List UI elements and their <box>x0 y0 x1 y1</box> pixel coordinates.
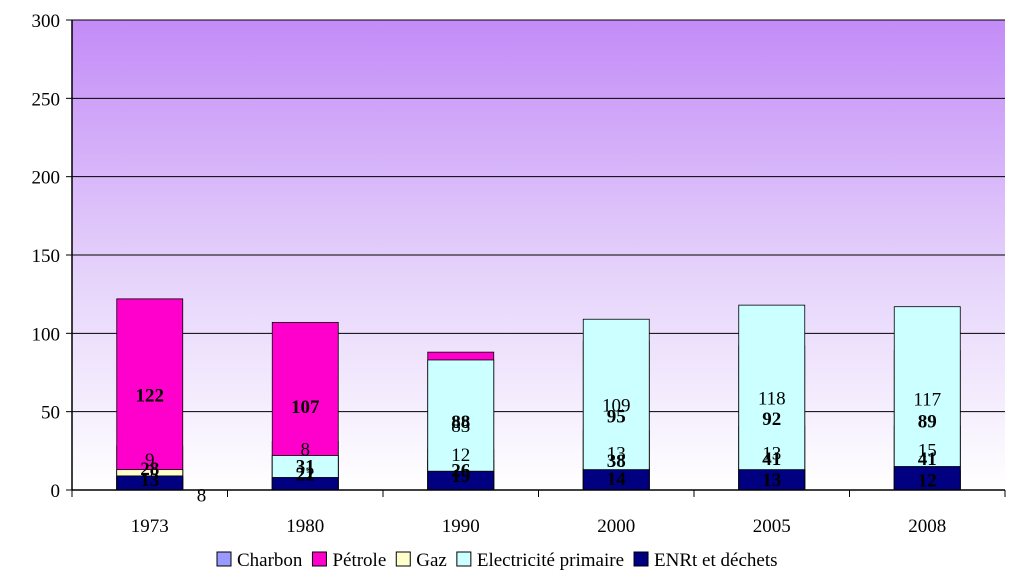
gridlines <box>72 19 1005 413</box>
data-label: 118 <box>758 389 786 410</box>
y-tick-label: 200 <box>32 168 61 189</box>
data-label: 31 <box>296 457 315 478</box>
legend-label: Gaz <box>416 550 447 571</box>
data-label: 107 <box>291 397 320 418</box>
bar-segment <box>427 359 495 491</box>
legend-swatch <box>216 551 232 567</box>
data-label: 12 <box>918 471 937 492</box>
data-label: 9 <box>145 450 155 471</box>
data-label: 26 <box>451 461 470 482</box>
bars <box>116 298 961 491</box>
legend-swatch <box>395 551 411 567</box>
data-label: 89 <box>918 411 937 432</box>
bar-segment <box>893 306 961 491</box>
bar-segment <box>582 318 650 491</box>
legend: Charbon Pétrole Gaz Electricité primaire ENR… <box>216 550 778 571</box>
data-label: 28 <box>140 459 159 480</box>
data-label: 41 <box>762 449 781 470</box>
data-label: 13 <box>762 444 781 465</box>
data-label: 21 <box>296 465 315 486</box>
legend-swatch <box>456 551 472 567</box>
data-label: 41 <box>918 449 937 470</box>
data-label: 14 <box>607 469 627 490</box>
data-label: 109 <box>602 396 631 417</box>
data-label: 12 <box>451 445 470 466</box>
y-tick-label: 250 <box>32 89 61 110</box>
y-tick-label: 50 <box>41 403 60 424</box>
x-tick-label: 1973 <box>131 516 169 537</box>
data-label: 8 <box>301 439 311 460</box>
data-label: 117 <box>913 389 941 410</box>
data-label: 83 <box>451 416 470 437</box>
y-tick-label: 0 <box>51 481 61 502</box>
data-label: 38 <box>607 451 626 472</box>
legend-label: Electricité primaire <box>477 550 624 571</box>
data-label: 22 <box>296 464 315 485</box>
y-tick-label: 150 <box>32 246 61 267</box>
y-tick-label: 300 <box>32 11 61 32</box>
x-tick-label: 1990 <box>442 516 480 537</box>
x-tick-label: 2005 <box>753 516 791 537</box>
legend-label: Charbon <box>237 550 303 571</box>
legend-label: ENRt et déchets <box>654 550 777 571</box>
data-label: 19 <box>451 466 470 487</box>
data-label: 8 <box>197 486 207 507</box>
data-label: 92 <box>762 409 781 430</box>
x-tick-label: 2000 <box>597 516 635 537</box>
data-label: 88 <box>451 412 470 433</box>
legend-swatch <box>633 551 649 567</box>
x-tick-label: 2008 <box>908 516 946 537</box>
axes: 0 50 100 150 200 250 300 1973 1980 1990 2000 2005 20… <box>32 11 1006 537</box>
legend-label: Pétrole <box>332 550 386 571</box>
data-label: 122 <box>136 385 165 406</box>
legend-swatch <box>311 551 327 567</box>
data-label: 13 <box>140 470 159 491</box>
data-label: 15 <box>918 441 937 462</box>
y-tick-label: 100 <box>32 324 61 345</box>
x-tick-label: 1980 <box>286 516 324 537</box>
bar-segment <box>738 304 806 491</box>
data-label: 13 <box>762 470 781 491</box>
data-label: 13 <box>607 444 626 465</box>
data-label: 95 <box>607 407 626 428</box>
